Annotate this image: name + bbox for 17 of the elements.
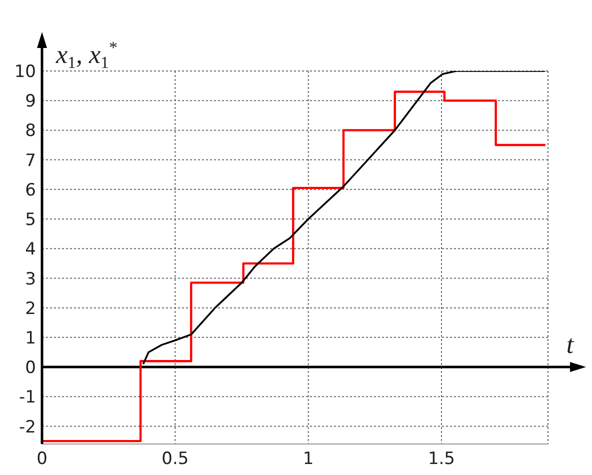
y-tick-label: 2 [25, 298, 36, 319]
y-tick-label: 3 [25, 269, 36, 290]
y-tick-label: 0 [25, 358, 36, 378]
x-tick-label: 1 [302, 449, 314, 470]
y-tick-label: 1 [25, 328, 36, 348]
y-tick-label: 6 [25, 180, 36, 200]
y-tick-label: -2 [19, 417, 36, 438]
x-axis-title: t [566, 330, 574, 359]
y-tick-label: 8 [25, 121, 36, 142]
y-tick-label: 10 [14, 62, 36, 82]
y-tick-label: 9 [25, 92, 36, 112]
x-tick-label: 1.5 [428, 449, 455, 470]
y-tick-label: 4 [25, 240, 36, 260]
y-tick-label: -1 [19, 388, 36, 408]
x-tick-label: 0.5 [162, 449, 189, 470]
y-tick-label: 5 [25, 210, 36, 230]
y-tick-label: 7 [25, 150, 36, 171]
